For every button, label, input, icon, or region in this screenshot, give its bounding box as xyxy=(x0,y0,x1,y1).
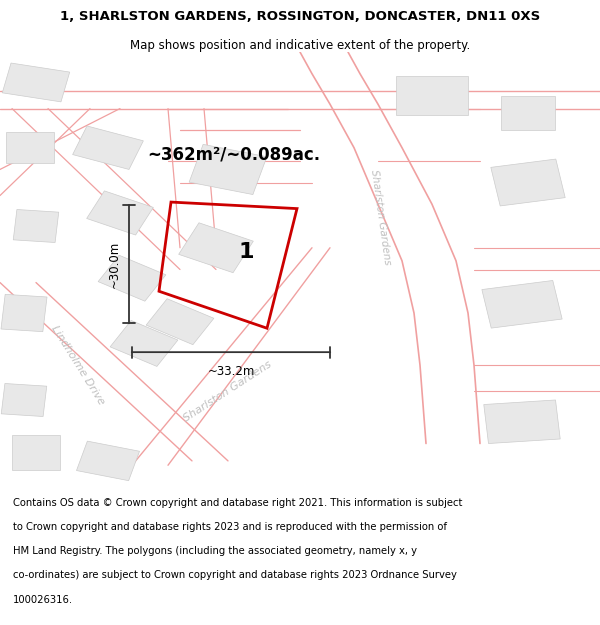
Polygon shape xyxy=(179,222,253,272)
Polygon shape xyxy=(396,76,468,115)
Polygon shape xyxy=(13,209,59,242)
Text: co-ordinates) are subject to Crown copyright and database rights 2023 Ordnance S: co-ordinates) are subject to Crown copyr… xyxy=(13,571,457,581)
Polygon shape xyxy=(482,281,562,328)
Polygon shape xyxy=(1,384,47,416)
Text: 1: 1 xyxy=(238,242,254,262)
Polygon shape xyxy=(491,159,565,206)
Text: HM Land Registry. The polygons (including the associated geometry, namely x, y: HM Land Registry. The polygons (includin… xyxy=(13,546,417,556)
Text: 100026316.: 100026316. xyxy=(13,594,73,604)
Text: to Crown copyright and database rights 2023 and is reproduced with the permissio: to Crown copyright and database rights 2… xyxy=(13,522,447,532)
Text: Sharlston Gardens: Sharlston Gardens xyxy=(370,169,392,266)
Polygon shape xyxy=(76,441,140,481)
Text: Lindholme Drive: Lindholme Drive xyxy=(50,324,106,407)
Polygon shape xyxy=(501,96,555,130)
Text: Contains OS data © Crown copyright and database right 2021. This information is : Contains OS data © Crown copyright and d… xyxy=(13,498,463,508)
Polygon shape xyxy=(2,63,70,102)
Polygon shape xyxy=(484,400,560,444)
Text: ~362m²/~0.089ac.: ~362m²/~0.089ac. xyxy=(147,145,320,163)
Polygon shape xyxy=(146,299,214,344)
Polygon shape xyxy=(189,144,267,194)
Polygon shape xyxy=(1,294,47,332)
Polygon shape xyxy=(110,321,178,366)
Polygon shape xyxy=(98,255,166,301)
Text: ~33.2m: ~33.2m xyxy=(208,365,254,378)
Text: Map shows position and indicative extent of the property.: Map shows position and indicative extent… xyxy=(130,39,470,52)
Text: 1, SHARLSTON GARDENS, ROSSINGTON, DONCASTER, DN11 0XS: 1, SHARLSTON GARDENS, ROSSINGTON, DONCAS… xyxy=(60,11,540,23)
Polygon shape xyxy=(12,435,60,469)
Polygon shape xyxy=(73,126,143,169)
Text: ~30.0m: ~30.0m xyxy=(107,241,121,288)
Polygon shape xyxy=(86,191,154,235)
Text: Sharlston Gardens: Sharlston Gardens xyxy=(182,359,274,424)
Polygon shape xyxy=(6,132,54,163)
